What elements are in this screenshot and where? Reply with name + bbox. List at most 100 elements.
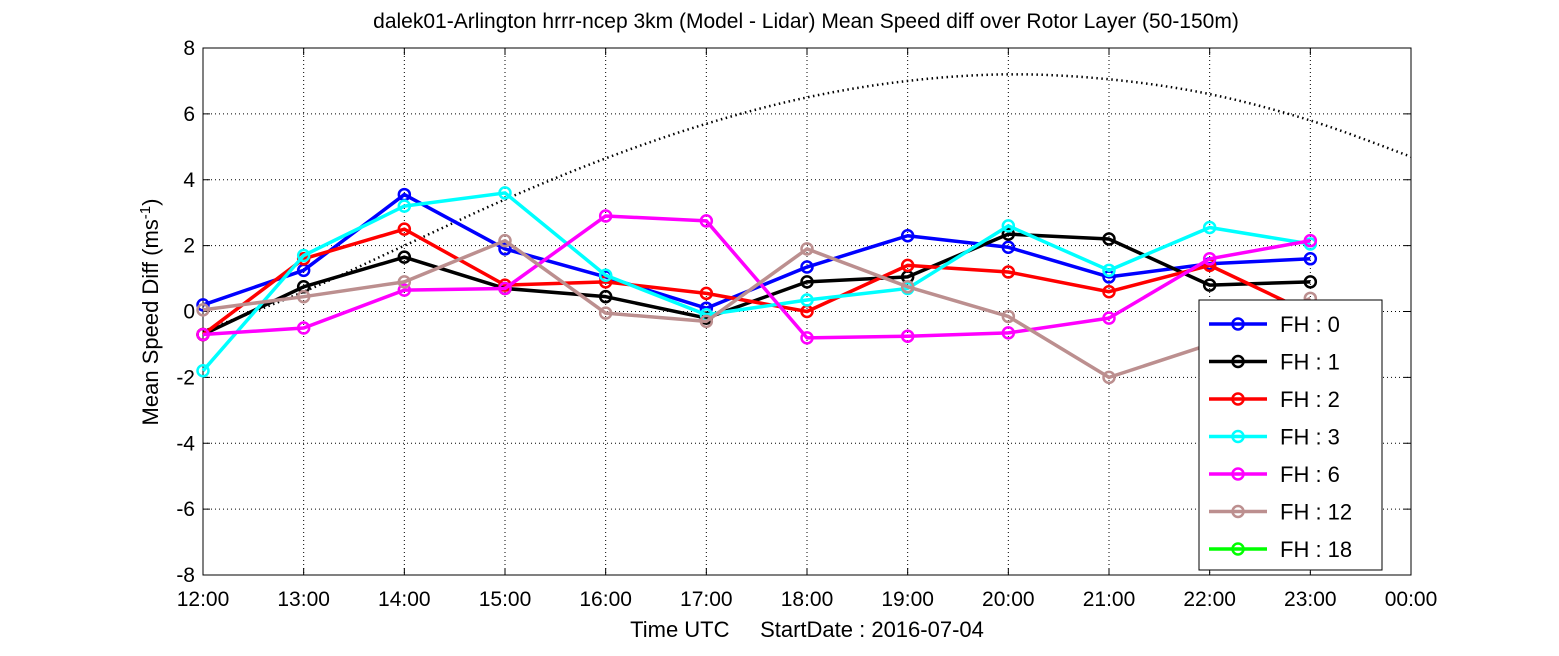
data-point [196, 327, 210, 342]
y-tick-label: 8 [183, 37, 195, 60]
x-tick-label: 19:00 [881, 588, 934, 611]
data-point [699, 286, 714, 301]
data-point [800, 293, 814, 307]
data-point [397, 283, 412, 297]
legend-swatch-marker [1231, 354, 1245, 369]
data-point [1102, 284, 1116, 299]
data-point [397, 222, 412, 236]
x-tick-label: 12:00 [177, 588, 230, 611]
data-point [1102, 311, 1116, 325]
data-point [1102, 370, 1116, 385]
data-point [498, 186, 512, 200]
legend-label: FH : 2 [1280, 387, 1340, 412]
y-tick-label: 6 [183, 103, 195, 126]
x-tick-label: 16:00 [579, 588, 632, 611]
y-tick-label: 0 [183, 301, 195, 324]
y-axis-label-main: Mean Speed Diff (ms [138, 219, 163, 425]
data-point [397, 199, 412, 213]
data-point [1001, 265, 1016, 279]
y-axis-label: Mean Speed Diff (ms-1) [137, 199, 163, 426]
x-tick-label: 22:00 [1183, 588, 1236, 611]
y-tick-label: -2 [176, 366, 195, 389]
series-layer [196, 186, 1318, 385]
data-point [498, 281, 512, 296]
data-point [1202, 278, 1217, 292]
data-point [1202, 220, 1217, 235]
data-point [498, 242, 512, 256]
data-point [800, 331, 814, 345]
y-axis-label-tail: ) [138, 199, 163, 206]
x-tick-label: 15:00 [479, 588, 532, 611]
legend-label: FH : 12 [1280, 500, 1352, 525]
data-point [397, 250, 412, 264]
data-point [196, 303, 210, 317]
data-point [1303, 275, 1318, 289]
data-point [296, 289, 311, 304]
legend-swatch-marker [1231, 429, 1245, 444]
data-point [699, 214, 714, 228]
data-point [1001, 227, 1016, 241]
data-point [1001, 309, 1016, 324]
x-tick-label: 17:00 [680, 588, 733, 611]
x-tick-label: 21:00 [1083, 588, 1136, 611]
data-point [900, 228, 915, 243]
legend-swatch-marker [1231, 504, 1245, 519]
data-point [598, 306, 613, 320]
data-point [296, 321, 311, 335]
legend-label: FH : 0 [1280, 312, 1340, 337]
data-point [800, 242, 814, 256]
x-tick-label: 18:00 [781, 588, 834, 611]
data-point [498, 233, 512, 248]
y-axis-label-sup: -1 [137, 206, 154, 219]
series-4 [196, 209, 1318, 345]
data-point [1102, 263, 1116, 278]
series-line [202, 232, 1311, 337]
legend: FH : 0 FH : 1 FH : 2 FH : 3 FH : 6 FH : 12 FH … [1198, 299, 1383, 571]
series-line [202, 192, 1311, 310]
y-tick-label: -6 [176, 498, 195, 521]
y-tick-label: -8 [176, 564, 195, 587]
data-point [397, 275, 412, 289]
chart-title: dalek01-Arlington hrrr-ncep 3km (Model -… [373, 10, 1239, 33]
x-axis-label: Time UTC StartDate : 2016-07-04 [630, 617, 984, 642]
data-point [1001, 240, 1016, 255]
series-line [201, 191, 1311, 372]
legend-label: FH : 1 [1280, 350, 1340, 375]
data-point [1303, 233, 1318, 248]
x-tick-label: 23:00 [1284, 588, 1337, 611]
legend-swatch-marker [1231, 542, 1245, 556]
series-line [202, 214, 1311, 340]
data-point [699, 314, 714, 329]
data-point [598, 209, 613, 223]
data-point [800, 275, 814, 289]
legend-label: FH : 6 [1280, 462, 1340, 487]
x-tick-label: 14:00 [378, 588, 431, 611]
series-line [201, 227, 1312, 336]
data-point [900, 280, 915, 294]
y-tick-label: 2 [183, 235, 195, 258]
data-point [196, 364, 210, 378]
axis-ticks: 12:00 13:00 14:00 15:00 16:00 17:00 18:00 19:00… [176, 37, 1437, 611]
data-point [1001, 326, 1016, 340]
data-point [598, 289, 613, 304]
data-point [196, 298, 210, 312]
legend-swatch-marker [1231, 392, 1245, 406]
data-point [900, 329, 915, 343]
series-line [202, 238, 1312, 380]
y-tick-label: 4 [183, 169, 195, 192]
data-point [900, 258, 915, 273]
data-point [1001, 219, 1016, 233]
data-point [296, 248, 311, 263]
data-point [1102, 232, 1116, 246]
y-tick-label: -4 [176, 432, 195, 455]
x-tick-label: 13:00 [277, 588, 330, 611]
x-tick-label: 00:00 [1385, 588, 1438, 611]
data-point [598, 268, 613, 283]
data-point [1202, 252, 1217, 266]
data-point [800, 260, 814, 274]
legend-swatch-marker [1231, 317, 1245, 331]
legend-label: FH : 18 [1280, 537, 1352, 562]
x-tick-label: 20:00 [982, 588, 1035, 611]
data-point [1303, 252, 1318, 266]
